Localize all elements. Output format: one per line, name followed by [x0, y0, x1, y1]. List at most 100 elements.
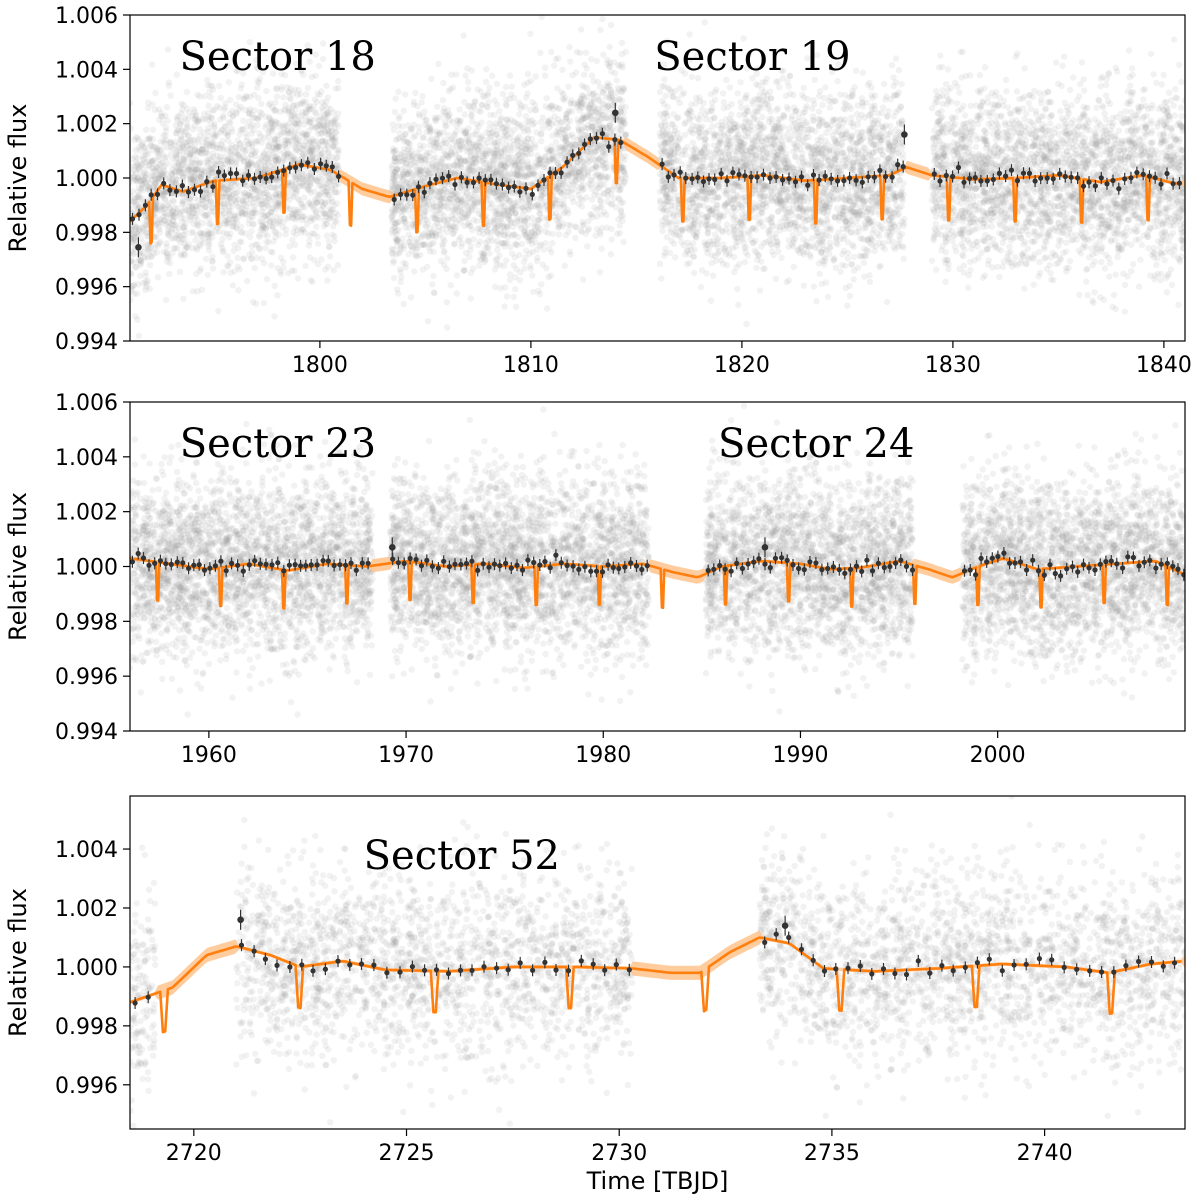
- raw-point: [307, 217, 315, 224]
- raw-point: [588, 72, 596, 79]
- raw-point: [389, 230, 396, 237]
- raw-point: [304, 42, 311, 49]
- raw-point: [230, 223, 237, 230]
- raw-point: [192, 165, 200, 172]
- raw-point: [325, 128, 332, 136]
- raw-point: [224, 129, 231, 136]
- raw-point: [204, 271, 211, 279]
- raw-point: [466, 253, 473, 260]
- raw-point: [292, 231, 299, 238]
- raw-point: [305, 127, 313, 134]
- raw-point: [595, 171, 602, 178]
- raw-point: [323, 232, 330, 239]
- raw-point: [575, 169, 582, 177]
- raw-point: [294, 275, 302, 282]
- raw-point: [206, 230, 214, 237]
- raw-point: [157, 216, 164, 224]
- raw-point: [292, 144, 299, 152]
- raw-point: [147, 142, 155, 149]
- raw-point: [283, 122, 290, 130]
- raw-point: [260, 205, 267, 212]
- raw-point: [160, 132, 167, 139]
- raw-point: [595, 184, 602, 192]
- raw-point: [538, 187, 545, 195]
- raw-point: [248, 228, 255, 235]
- raw-point: [599, 15, 606, 23]
- raw-point: [322, 155, 329, 162]
- raw-point: [310, 103, 317, 110]
- raw-point: [566, 143, 574, 151]
- raw-point: [393, 166, 400, 173]
- raw-point: [181, 223, 188, 230]
- raw-point: [333, 114, 340, 122]
- raw-point: [154, 205, 162, 212]
- raw-point: [183, 139, 191, 146]
- raw-point: [191, 168, 199, 175]
- raw-point: [392, 95, 399, 102]
- raw-point: [568, 97, 575, 104]
- raw-point: [321, 102, 328, 109]
- raw-point: [594, 93, 602, 100]
- raw-point: [334, 189, 342, 196]
- raw-point: [524, 158, 531, 166]
- raw-point: [333, 162, 341, 169]
- raw-point: [494, 246, 501, 254]
- raw-point: [452, 210, 459, 217]
- raw-point: [253, 254, 260, 262]
- raw-point: [146, 135, 153, 142]
- raw-point: [559, 66, 566, 74]
- raw-point: [161, 155, 168, 162]
- raw-point: [564, 192, 571, 199]
- raw-point: [227, 96, 234, 104]
- raw-point: [530, 170, 537, 177]
- raw-point: [206, 155, 213, 163]
- raw-point: [320, 223, 328, 230]
- raw-point: [494, 229, 501, 236]
- raw-point: [145, 245, 152, 252]
- raw-point: [299, 213, 306, 220]
- raw-point: [207, 120, 214, 127]
- raw-point: [134, 135, 142, 142]
- raw-point: [538, 281, 545, 288]
- raw-point: [465, 206, 472, 213]
- raw-point: [416, 178, 424, 186]
- raw-point: [305, 242, 313, 249]
- raw-point: [195, 136, 202, 143]
- raw-point: [141, 244, 148, 251]
- raw-point: [174, 159, 182, 167]
- raw-point: [250, 199, 257, 206]
- raw-point: [235, 93, 243, 101]
- raw-point: [448, 71, 455, 79]
- raw-point: [577, 195, 584, 202]
- raw-point: [193, 244, 200, 251]
- raw-point: [238, 81, 245, 88]
- raw-point: [234, 137, 241, 144]
- raw-point: [291, 209, 298, 216]
- raw-point: [235, 188, 242, 195]
- raw-point: [549, 230, 556, 238]
- raw-point: [323, 82, 330, 89]
- raw-point: [447, 149, 454, 156]
- raw-point: [225, 191, 233, 198]
- raw-point: [622, 131, 629, 138]
- raw-point: [469, 226, 476, 234]
- raw-point: [320, 203, 327, 210]
- raw-point: [329, 206, 337, 213]
- raw-point: [272, 157, 279, 164]
- raw-point: [313, 200, 320, 207]
- raw-point: [299, 109, 306, 116]
- raw-point: [529, 98, 536, 106]
- raw-point: [312, 196, 319, 203]
- raw-point: [334, 262, 342, 269]
- raw-point: [579, 218, 586, 226]
- raw-point: [572, 224, 580, 231]
- raw-point: [317, 146, 324, 154]
- raw-point: [565, 83, 572, 90]
- raw-point: [223, 230, 231, 238]
- raw-point: [613, 77, 620, 84]
- raw-point: [266, 218, 274, 226]
- raw-point: [204, 234, 211, 241]
- raw-point: [418, 99, 425, 106]
- raw-point: [556, 188, 563, 195]
- raw-point: [246, 105, 254, 113]
